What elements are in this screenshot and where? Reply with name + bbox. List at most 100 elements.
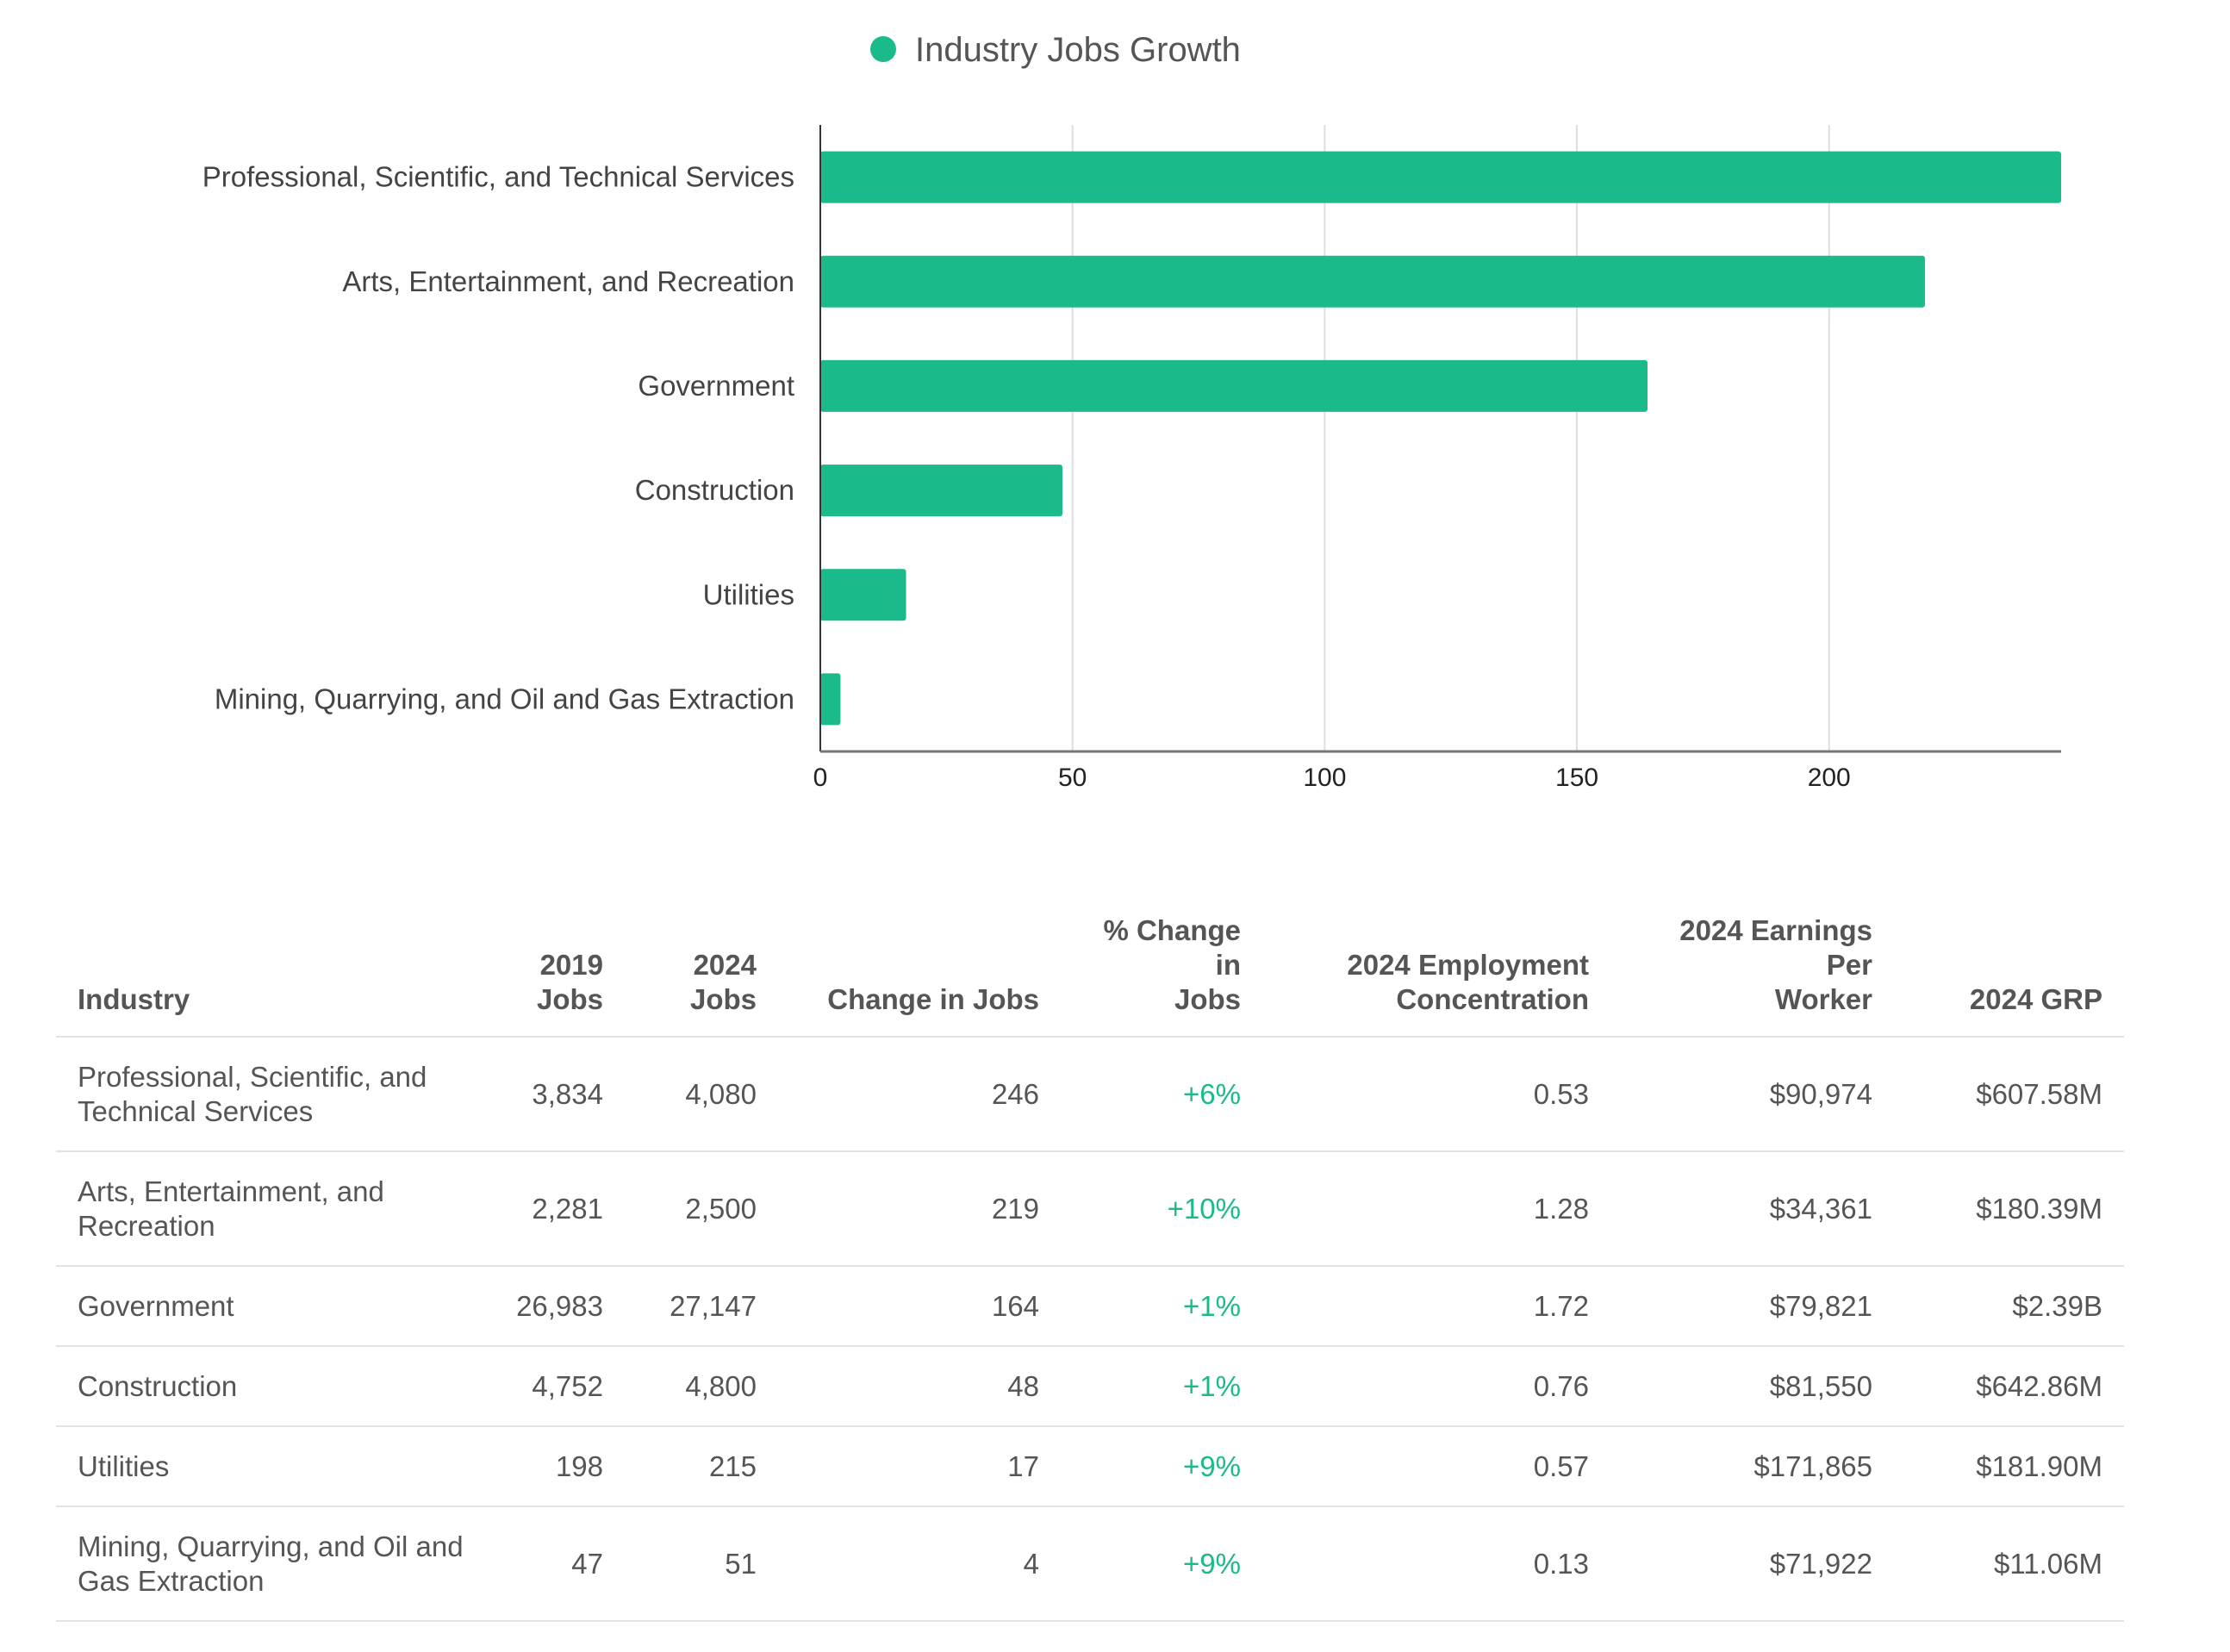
jobs-2024-cell: 2,500 <box>625 1151 778 1267</box>
x-tick-label-4: 200 <box>1808 764 1851 792</box>
jobs-2019-cell: 26,983 <box>487 1266 625 1347</box>
legend-marker <box>870 36 896 62</box>
bar-5 <box>820 673 841 726</box>
jobs-2019-cell: 2,281 <box>487 1151 625 1267</box>
concentration-cell: 0.53 <box>1262 1037 1610 1152</box>
header-text: Worker <box>1774 983 1872 1015</box>
chart-axes <box>819 125 2061 753</box>
table-body: Professional, Scientific, and Technical S… <box>56 1037 2124 1622</box>
concentration-cell: 0.76 <box>1262 1346 1610 1427</box>
earnings-cell: $81,550 <box>1610 1346 1894 1427</box>
category-label-0: Professional, Scientific, and Technical … <box>202 161 794 193</box>
table-row: Utilities 198 215 17 +9% 0.57 $171,865 $181.90M <box>56 1426 2124 1507</box>
table-row: Professional, Scientific, and Technical S… <box>56 1037 2124 1152</box>
jobs-2019-cell: 4,752 <box>487 1346 625 1427</box>
industry-table-container: Industry 2019 Jobs 2024 Jobs Change in Jobs% … <box>56 913 2124 1622</box>
concentration-cell: 0.13 <box>1262 1506 1610 1622</box>
industry-cell: Mining, Quarrying, and Oil and Gas Extrac… <box>56 1506 487 1622</box>
header-text: Change in Jobs <box>827 983 1039 1015</box>
pct-change-cell: +1% <box>1061 1266 1262 1347</box>
jobs-2019-cell: 47 <box>487 1506 625 1622</box>
industry-name-line: Construction <box>78 1369 238 1402</box>
industry-name-line: Arts, Entertainment, and <box>78 1175 384 1207</box>
grp-cell: $180.39M <box>1894 1151 2124 1267</box>
header-text: 2024 Earnings Per <box>1679 914 1872 981</box>
header-text: 2024 Employment <box>1347 949 1589 981</box>
x-tick-label-0: 0 <box>813 764 828 792</box>
industry-cell: Utilities <box>56 1426 487 1507</box>
bar-0 <box>820 151 2061 203</box>
earnings-cell: $71,922 <box>1610 1506 1894 1622</box>
x-tick-label-1: 50 <box>1058 764 1087 792</box>
chart-gridlines <box>1071 125 1830 751</box>
table-header-row: Industry 2019 Jobs 2024 Jobs Change in Jobs% … <box>56 913 2124 1038</box>
header-text: % Change in <box>1103 914 1241 981</box>
table-row: Mining, Quarrying, and Oil and Gas Extrac… <box>56 1506 2124 1622</box>
jobs-2024-cell: 51 <box>625 1506 778 1622</box>
category-label-4: Utilities <box>703 578 794 610</box>
jobs-2024-cell: 215 <box>625 1426 778 1507</box>
header-cell-7: 2024 GRP <box>1894 913 2124 1038</box>
category-label-5: Mining, Quarrying, and Oil and Gas Extra… <box>215 683 794 714</box>
x-tick-label-3: 150 <box>1555 764 1598 792</box>
header-cell-2: 2024 Jobs <box>625 913 778 1038</box>
pct-change-cell: +9% <box>1061 1506 1262 1622</box>
change-cell: 246 <box>778 1037 1061 1152</box>
industry-name-line: Government <box>78 1289 234 1322</box>
pct-change-cell: +1% <box>1061 1346 1262 1427</box>
change-cell: 219 <box>778 1151 1061 1267</box>
table-row: Government 26,983 27,147 164 +1% 1.72 $79,821 $… <box>56 1266 2124 1347</box>
jobs-2024-cell: 27,147 <box>625 1266 778 1347</box>
header-cell-4: % Change in Jobs <box>1061 913 1262 1038</box>
header-text: 2024 <box>693 949 757 981</box>
earnings-cell: $79,821 <box>1610 1266 1894 1347</box>
table-row: Construction 4,752 4,800 48 +1% 0.76 $81,550 $6… <box>56 1346 2124 1427</box>
earnings-cell: $34,361 <box>1610 1151 1894 1267</box>
chart-bars <box>820 151 2061 726</box>
header-text: Industry <box>78 983 190 1015</box>
industry-name-line: Utilities <box>78 1449 170 1482</box>
earnings-cell: $171,865 <box>1610 1426 1894 1507</box>
change-cell: 164 <box>778 1266 1061 1347</box>
concentration-cell: 1.28 <box>1262 1151 1610 1267</box>
header-cell-1: 2019 Jobs <box>487 913 625 1038</box>
industry-cell: Professional, Scientific, and Technical S… <box>56 1037 487 1152</box>
pct-change-cell: +10% <box>1061 1151 1262 1267</box>
pct-change-cell: +6% <box>1061 1037 1262 1152</box>
legend-label: Industry Jobs Growth <box>915 31 1241 69</box>
chart-x-ticks: 0 50 100 150 200 <box>813 764 1851 792</box>
chart-legend: Industry Jobs Growth <box>870 31 1241 69</box>
bar-1 <box>820 255 1925 308</box>
concentration-cell: 1.72 <box>1262 1266 1610 1347</box>
grp-cell: $642.86M <box>1894 1346 2124 1427</box>
industry-table: Industry 2019 Jobs 2024 Jobs Change in Jobs% … <box>56 913 2124 1622</box>
concentration-cell: 0.57 <box>1262 1426 1610 1507</box>
bar-2 <box>820 359 1648 412</box>
header-cell-0: Industry <box>56 913 487 1038</box>
pct-change-cell: +9% <box>1061 1426 1262 1507</box>
jobs-2019-cell: 3,834 <box>487 1037 625 1152</box>
change-cell: 17 <box>778 1426 1061 1507</box>
header-text: 2019 <box>539 949 603 981</box>
change-cell: 48 <box>778 1346 1061 1427</box>
header-text: 2024 GRP <box>1969 983 2102 1015</box>
header-cell-3: Change in Jobs <box>778 913 1061 1038</box>
change-cell: 4 <box>778 1506 1061 1622</box>
jobs-2019-cell: 198 <box>487 1426 625 1507</box>
x-tick-label-2: 100 <box>1303 764 1346 792</box>
industry-name-line: Mining, Quarrying, and Oil and <box>78 1530 464 1562</box>
industry-name-line: Recreation <box>78 1209 215 1242</box>
industry-cell: Arts, Entertainment, and Recreation <box>56 1151 487 1267</box>
grp-cell: $11.06M <box>1894 1506 2124 1622</box>
industry-name-line: Technical Services <box>78 1094 314 1127</box>
earnings-cell: $90,974 <box>1610 1037 1894 1152</box>
industry-name-line: Professional, Scientific, and <box>78 1060 427 1093</box>
grp-cell: $181.90M <box>1894 1426 2124 1507</box>
grp-cell: $607.58M <box>1894 1037 2124 1152</box>
jobs-2024-cell: 4,800 <box>625 1346 778 1427</box>
header-text: Jobs <box>536 983 603 1015</box>
category-label-1: Arts, Entertainment, and Recreation <box>342 265 794 297</box>
industry-cell: Government <box>56 1266 487 1347</box>
table-row: Arts, Entertainment, and Recreation 2,281 2… <box>56 1151 2124 1267</box>
grp-cell: $2.39B <box>1894 1266 2124 1347</box>
